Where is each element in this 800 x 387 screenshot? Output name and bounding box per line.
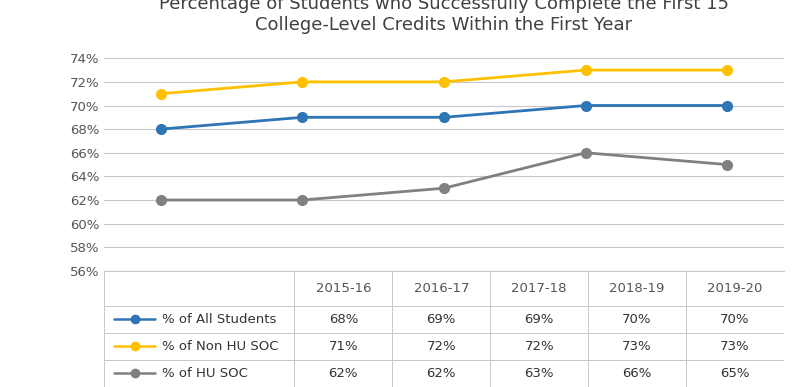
FancyBboxPatch shape — [490, 306, 588, 333]
Text: 69%: 69% — [426, 313, 456, 326]
Text: 68%: 68% — [329, 313, 358, 326]
FancyBboxPatch shape — [490, 271, 588, 306]
Text: 2015-16: 2015-16 — [316, 282, 371, 295]
Text: 2017-18: 2017-18 — [511, 282, 567, 295]
FancyBboxPatch shape — [294, 271, 392, 306]
FancyBboxPatch shape — [686, 271, 784, 306]
Text: 62%: 62% — [426, 367, 456, 380]
FancyBboxPatch shape — [392, 306, 490, 333]
FancyBboxPatch shape — [490, 333, 588, 360]
Text: % of All Students: % of All Students — [162, 313, 276, 326]
FancyBboxPatch shape — [392, 271, 490, 306]
Text: 70%: 70% — [720, 313, 750, 326]
FancyBboxPatch shape — [392, 333, 490, 360]
Text: 66%: 66% — [622, 367, 652, 380]
Text: 72%: 72% — [426, 340, 456, 353]
FancyBboxPatch shape — [294, 360, 392, 387]
Text: 71%: 71% — [329, 340, 358, 353]
FancyBboxPatch shape — [490, 360, 588, 387]
Title: Percentage of Students who Successfully Complete the First 15
College-Level Cred: Percentage of Students who Successfully … — [159, 0, 729, 34]
FancyBboxPatch shape — [588, 271, 686, 306]
Text: 73%: 73% — [720, 340, 750, 353]
FancyBboxPatch shape — [588, 333, 686, 360]
Text: % of Non HU SOC: % of Non HU SOC — [162, 340, 278, 353]
FancyBboxPatch shape — [104, 333, 294, 360]
Text: 63%: 63% — [525, 367, 554, 380]
FancyBboxPatch shape — [294, 306, 392, 333]
Text: 72%: 72% — [524, 340, 554, 353]
Text: 2019-20: 2019-20 — [707, 282, 762, 295]
FancyBboxPatch shape — [104, 306, 294, 333]
FancyBboxPatch shape — [686, 333, 784, 360]
Text: 70%: 70% — [622, 313, 652, 326]
Text: 2018-19: 2018-19 — [610, 282, 665, 295]
FancyBboxPatch shape — [686, 360, 784, 387]
Text: 62%: 62% — [329, 367, 358, 380]
FancyBboxPatch shape — [104, 360, 294, 387]
Text: 73%: 73% — [622, 340, 652, 353]
Text: % of HU SOC: % of HU SOC — [162, 367, 248, 380]
Text: 65%: 65% — [720, 367, 750, 380]
FancyBboxPatch shape — [588, 306, 686, 333]
FancyBboxPatch shape — [104, 271, 294, 306]
FancyBboxPatch shape — [588, 360, 686, 387]
FancyBboxPatch shape — [392, 360, 490, 387]
FancyBboxPatch shape — [686, 306, 784, 333]
Text: 2016-17: 2016-17 — [414, 282, 469, 295]
Text: 69%: 69% — [525, 313, 554, 326]
FancyBboxPatch shape — [294, 333, 392, 360]
